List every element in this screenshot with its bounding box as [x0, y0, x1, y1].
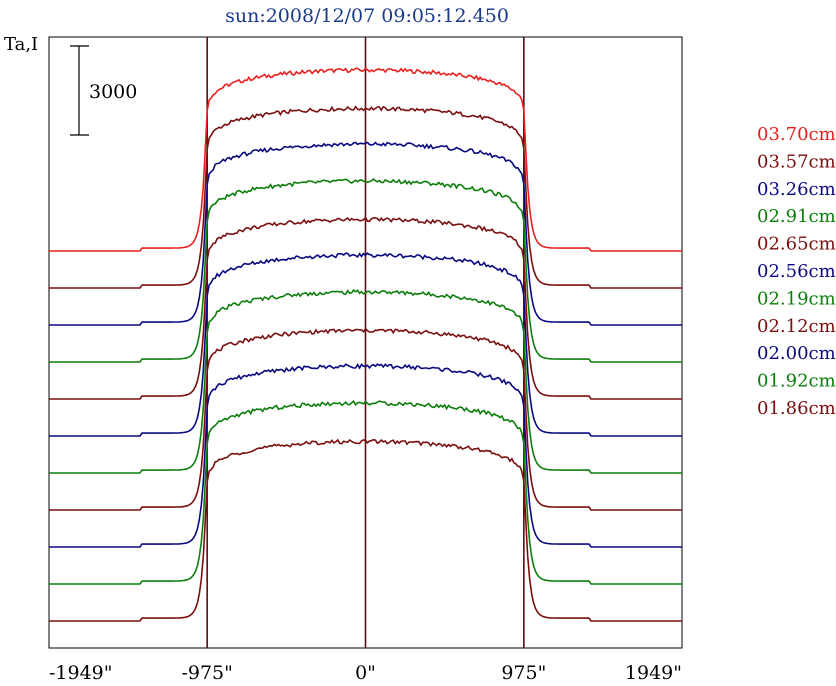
legend: 03.70cm 03.57cm 03.26cm 02.91cm 02.65cm 02.56… — [757, 124, 836, 419]
legend-entry: 03.70cm — [757, 124, 836, 145]
series-line-02.12cm — [49, 327, 682, 511]
legend-entry: 01.92cm — [757, 371, 836, 392]
legend-entry: 01.86cm — [757, 398, 836, 419]
legend-entry: 02.19cm — [757, 288, 836, 309]
x-tick-label: 1949" — [625, 662, 682, 684]
scale-bar-label: 3000 — [89, 81, 137, 103]
x-tick-label: 975" — [501, 662, 546, 684]
series-line-02.91cm — [49, 178, 682, 363]
legend-entry: 02.56cm — [757, 261, 836, 282]
series-line-03.57cm — [49, 105, 682, 289]
y-axis-label: Ta,I — [4, 34, 38, 55]
scale-bar: 3000 — [70, 45, 137, 136]
legend-entry: 02.00cm — [757, 343, 836, 364]
series-line-02.00cm — [49, 363, 682, 548]
legend-entry: 02.91cm — [757, 206, 836, 227]
series-line-02.19cm — [49, 288, 682, 474]
x-axis-tick-labels: -1949" -975" 0" 975" 1949" — [49, 662, 682, 684]
legend-entry: 03.57cm — [757, 151, 836, 172]
series-line-02.56cm — [49, 252, 682, 437]
series-line-02.65cm — [49, 216, 682, 400]
series-curves — [49, 67, 682, 622]
legend-entry: 03.26cm — [757, 179, 836, 200]
x-tick-label: 0" — [355, 662, 376, 684]
x-tick-label: -975" — [181, 662, 232, 684]
series-line-01.92cm — [49, 400, 682, 585]
series-line-03.26cm — [49, 141, 682, 326]
legend-entry: 02.12cm — [757, 316, 836, 337]
legend-entry: 02.65cm — [757, 234, 836, 255]
chart-title: sun:2008/12/07 09:05:12.450 — [225, 5, 509, 27]
series-line-03.70cm — [49, 67, 682, 252]
series-line-01.86cm — [49, 438, 682, 622]
x-tick-label: -1949" — [49, 662, 113, 684]
limb-center-lines — [206, 37, 525, 648]
